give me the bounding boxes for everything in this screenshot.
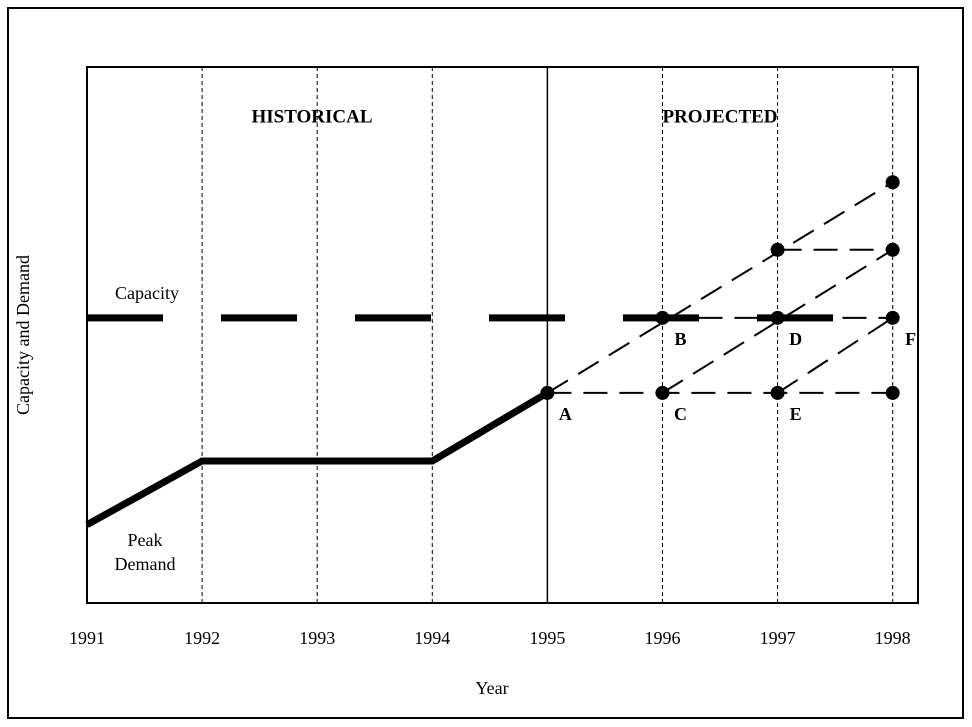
- point: [885, 175, 900, 190]
- point: [655, 310, 670, 325]
- point: [540, 385, 555, 400]
- x-tick-label: 1996: [644, 628, 680, 648]
- series-line: [661, 248, 894, 394]
- point-label: F: [905, 329, 916, 349]
- series-label: Peak Demand: [114, 530, 176, 574]
- section-label: PROJECTED: [662, 106, 777, 127]
- series-line: [777, 317, 894, 394]
- x-tick-label: 1994: [414, 628, 450, 648]
- plot-area: [86, 66, 919, 604]
- point: [770, 310, 785, 325]
- frame: [7, 7, 964, 719]
- point: [885, 385, 900, 400]
- x-tick-label: 1995: [529, 628, 565, 648]
- x-tick-label: 1992: [184, 628, 220, 648]
- series-label: Capacity: [115, 283, 179, 303]
- point-label: D: [789, 329, 802, 349]
- point-label: E: [790, 404, 802, 424]
- x-axis-label: Year: [475, 678, 508, 698]
- point-label: C: [674, 404, 687, 424]
- series-line: [546, 181, 894, 394]
- x-tick-label: 1998: [875, 628, 911, 648]
- series-line: [85, 389, 550, 528]
- point: [885, 242, 900, 257]
- point: [655, 385, 670, 400]
- point: [770, 242, 785, 257]
- section-label: HISTORICAL: [251, 106, 372, 127]
- point: [885, 310, 900, 325]
- x-tick-label: 1991: [69, 628, 105, 648]
- point-label: B: [674, 329, 686, 349]
- x-tick-label: 1997: [760, 628, 796, 648]
- point-label: A: [559, 404, 572, 424]
- point: [770, 385, 785, 400]
- y-axis-label: Capacity and Demand: [13, 255, 33, 415]
- x-tick-label: 1993: [299, 628, 335, 648]
